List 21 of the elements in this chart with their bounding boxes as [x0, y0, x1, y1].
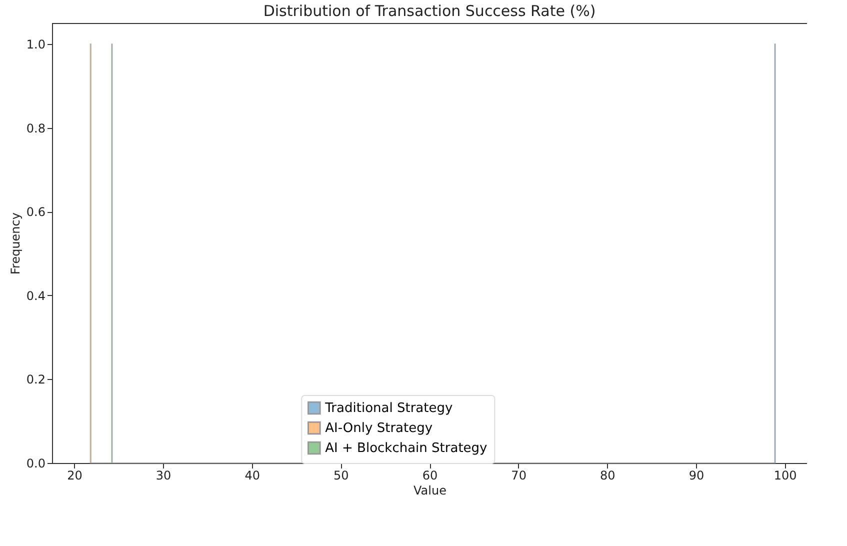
y-tick-label: 1.0	[26, 37, 46, 52]
x-tick-label: 20	[67, 468, 82, 482]
x-tick-label: 100	[774, 468, 797, 482]
y-tick-label: 0.4	[26, 288, 46, 303]
y-tick-label: 0.8	[26, 121, 46, 136]
y-tick-label: 0.6	[26, 205, 46, 220]
x-axis-title: Value	[414, 484, 446, 498]
x-tick-label: 90	[688, 468, 704, 482]
legend-label: Traditional Strategy	[324, 401, 453, 416]
x-tick-label: 50	[334, 468, 349, 482]
y-axis-title: Frequency	[8, 212, 22, 274]
x-tick-label: 40	[244, 468, 260, 482]
x-tick-label: 30	[156, 468, 172, 482]
chart-title: Distribution of Transaction Success Rate (%)	[263, 2, 596, 20]
legend-label: AI-Only Strategy	[325, 421, 433, 436]
x-tick-label: 70	[511, 468, 526, 482]
x-tick-label: 60	[422, 468, 438, 482]
y-tick-label: 0.0	[26, 456, 46, 470]
y-tick-label: 0.2	[26, 372, 46, 387]
legend-label: AI + Blockchain Strategy	[325, 441, 488, 456]
x-tick-label: 80	[600, 468, 616, 482]
